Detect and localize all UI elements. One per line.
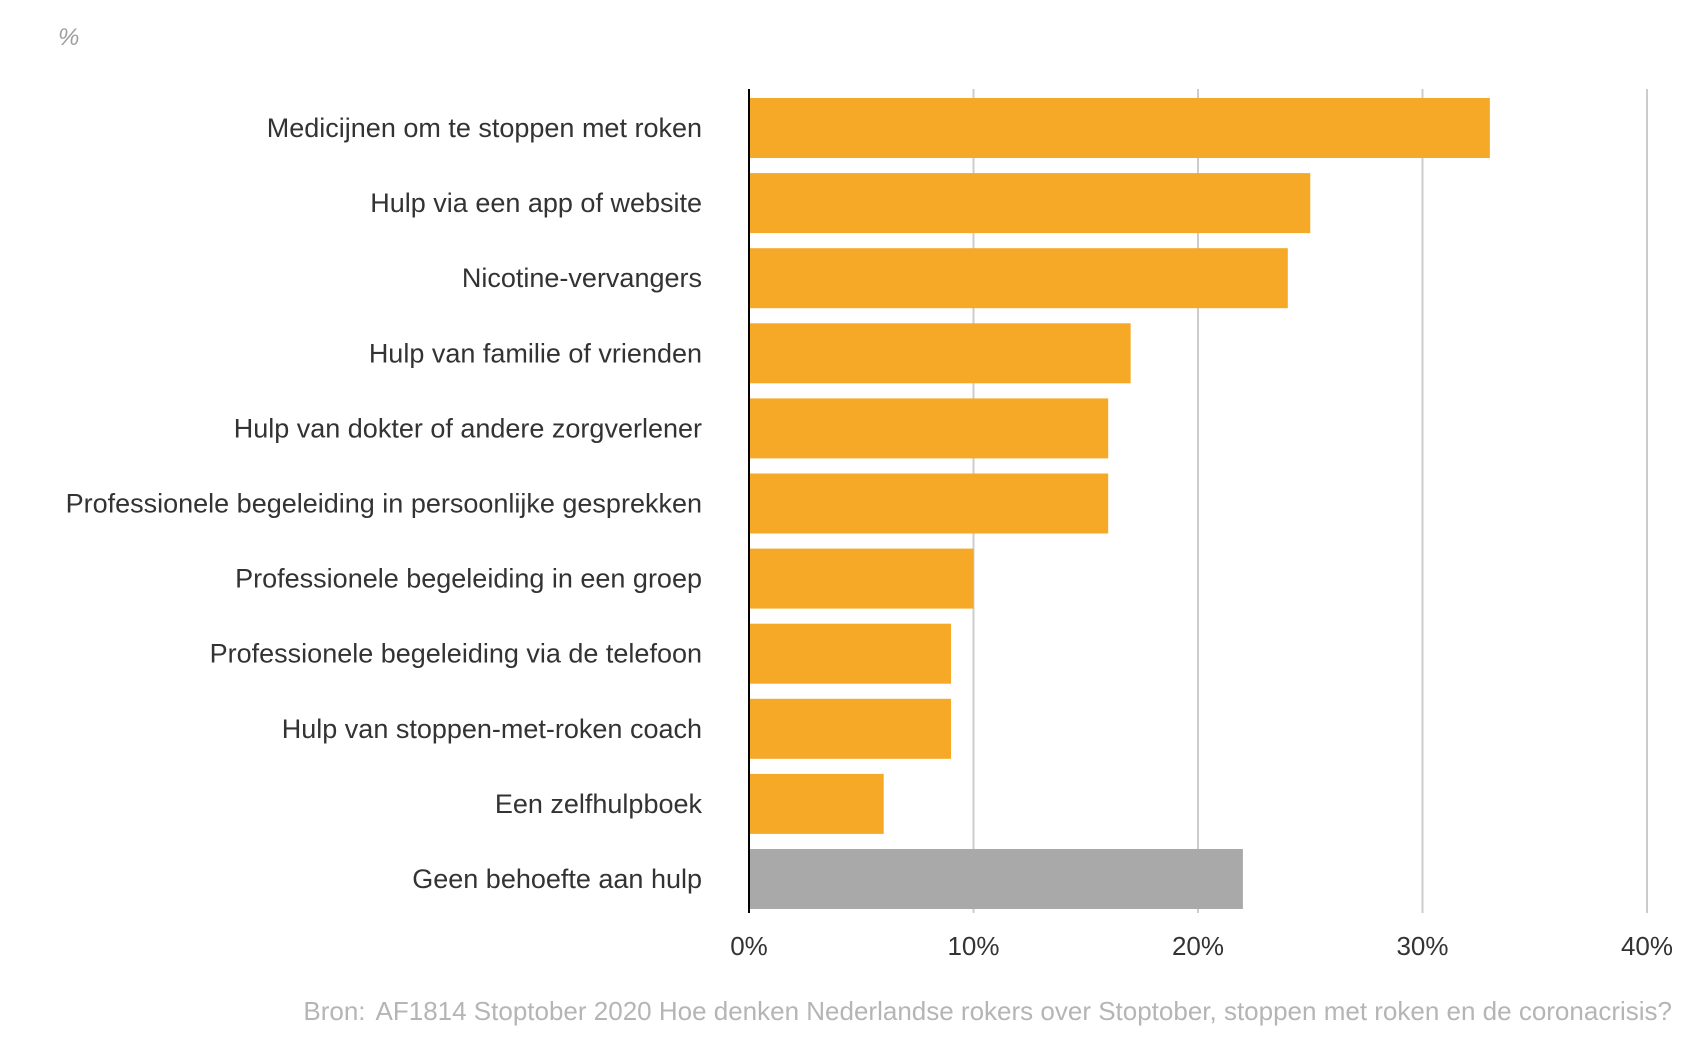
bar	[749, 473, 1109, 534]
bar	[749, 548, 974, 609]
category-label: Professionele begeleiding in een groep	[235, 564, 702, 594]
category-label: Hulp van familie of vrienden	[369, 338, 702, 368]
bar	[749, 698, 952, 759]
bar	[749, 248, 1288, 309]
x-tick-label: 20%	[1172, 931, 1224, 961]
bar	[749, 173, 1311, 234]
x-tick-label: 30%	[1396, 931, 1448, 961]
category-label: Een zelfhulpboek	[495, 789, 703, 819]
source-note: Bron: AF1814 Stoptober 2020 Hoe denken Ne…	[303, 996, 1672, 1027]
category-label: Nicotine-vervangers	[462, 263, 702, 293]
bar	[749, 398, 1109, 459]
category-label: Hulp van dokter of andere zorgverlener	[234, 413, 702, 443]
source-prefix: Bron:	[303, 996, 366, 1026]
category-label: Geen behoefte aan hulp	[412, 864, 702, 894]
category-labels: Medicijnen om te stoppen met roken Hulp v…	[66, 113, 703, 894]
bar	[749, 623, 952, 684]
x-tick-label: 0%	[730, 931, 768, 961]
bar	[749, 849, 1243, 909]
x-tick-label: 40%	[1621, 931, 1673, 961]
bar	[749, 98, 1490, 158]
category-label: Professionele begeleiding via de telefoo…	[210, 639, 702, 669]
unit-label: %	[58, 24, 80, 51]
category-label: Medicijnen om te stoppen met roken	[267, 113, 702, 143]
source-text: AF1814 Stoptober 2020 Hoe denken Nederla…	[375, 996, 1672, 1026]
category-label: Hulp van stoppen-met-roken coach	[282, 714, 702, 744]
bars	[749, 98, 1490, 909]
category-label: Hulp via een app of website	[370, 188, 702, 218]
x-tick-label: 10%	[947, 931, 999, 961]
category-label: Professionele begeleiding in persoonlijk…	[66, 489, 702, 519]
x-axis-tick-labels: 0% 10% 20% 30% 40%	[730, 931, 1673, 961]
bar	[749, 323, 1131, 384]
bar	[749, 773, 884, 834]
